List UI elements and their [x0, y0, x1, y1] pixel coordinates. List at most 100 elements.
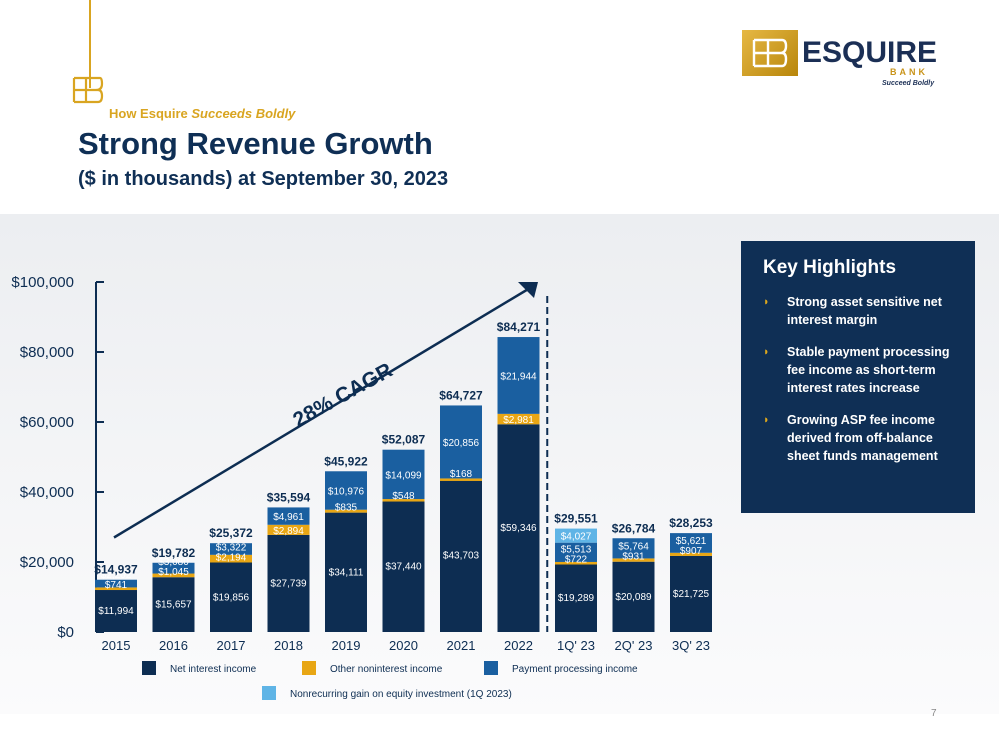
page-number: 7 — [931, 708, 937, 719]
bar-segment — [382, 499, 425, 502]
bar-segment — [152, 573, 195, 578]
total-label: $25,372 — [209, 526, 253, 540]
highlight-text: Growing ASP fee income derived from off-… — [787, 413, 938, 463]
logo-mark-icon — [742, 30, 798, 76]
other-income-label: $722 — [565, 554, 588, 565]
highlight-item: ◗ Strong asset sensitive net interest mar… — [763, 293, 963, 329]
y-tick-label: $80,000 — [20, 344, 74, 361]
highlight-item: ◗ Stable payment processing fee income as… — [763, 343, 963, 397]
other-income-label: $931 — [622, 552, 645, 563]
total-label: $28,253 — [669, 516, 713, 530]
y-tick-label: $100,000 — [11, 274, 74, 291]
bar-segment — [555, 528, 597, 543]
net-interest-label: $19,289 — [558, 593, 595, 604]
bar-segment — [325, 512, 367, 632]
highlight-text: Stable payment processing fee income as … — [787, 345, 950, 395]
kicker-prefix: How Esquire — [109, 106, 188, 121]
bar-segment — [440, 405, 482, 479]
bar-segment — [670, 533, 712, 553]
y-tick-label: $20,000 — [20, 554, 74, 571]
gold-accent-line — [89, 0, 91, 88]
payment-income-label: $4,961 — [273, 512, 304, 523]
other-income-label: $907 — [680, 546, 703, 557]
total-label: $45,922 — [324, 454, 368, 468]
revenue-bar-chart: $0 $20,000 $40,000 $60,000 $80,000 $100,000 $1… — [11, 274, 713, 700]
bar-segment — [210, 543, 252, 555]
esquire-bank-logo: ESQUIRE BANK Succeed Boldly — [742, 30, 942, 92]
bar-segment — [497, 337, 540, 414]
other-income-label: $741 — [105, 580, 128, 591]
bar-segment — [95, 579, 137, 588]
other-income-label: $2,894 — [273, 526, 304, 537]
payment-income-label: $5,621 — [676, 536, 707, 547]
other-income-label: $1,045 — [158, 567, 189, 578]
total-label: $64,727 — [439, 388, 483, 402]
bar-segment — [152, 577, 195, 632]
net-interest-label: $21,725 — [673, 589, 710, 600]
bar-segment — [95, 587, 137, 591]
page-subtitle: ($ in thousands) at September 30, 2023 — [78, 168, 449, 190]
bar-segment — [95, 590, 137, 632]
other-income-label: $548 — [392, 491, 415, 502]
total-label: $29,551 — [554, 512, 598, 526]
highlights-title: Key Highlights — [763, 257, 897, 278]
payment-income-label: $20,856 — [443, 438, 480, 449]
eb-monogram-icon — [72, 76, 104, 104]
y-tick-label: $40,000 — [20, 484, 74, 501]
highlight-text: Strong asset sensitive net interest marg… — [787, 295, 942, 327]
bar-segment — [612, 558, 655, 562]
net-interest-label: $43,703 — [443, 551, 480, 562]
payment-income-label: $2,202 — [101, 570, 132, 581]
x-tick-label: 2020 — [389, 638, 418, 653]
bullet-icon: ◗ — [763, 296, 770, 308]
net-interest-label: $20,089 — [615, 592, 652, 603]
x-tick-label: 2019 — [332, 638, 361, 653]
key-highlights-panel: Key Highlights ◗ Strong asset sensitive n… — [741, 241, 975, 513]
legend-swatch — [302, 661, 316, 675]
bar-segment — [555, 564, 597, 632]
kicker-emphasis: Succeeds Boldly — [191, 106, 296, 121]
total-label: $26,784 — [612, 521, 656, 535]
bar-segment — [670, 552, 712, 556]
other-income-label: $2,194 — [216, 553, 247, 564]
net-interest-label: $27,739 — [270, 578, 307, 589]
x-tick-label: 3Q' 23 — [672, 638, 710, 653]
x-tick-label: 2017 — [217, 638, 246, 653]
logo-tagline: Succeed Boldly — [882, 80, 935, 87]
legend-label: Nonrecurring gain on equity investment (… — [290, 689, 512, 700]
y-tick-label: $60,000 — [20, 414, 74, 431]
bar-segment — [267, 534, 310, 632]
payment-income-label: $21,944 — [500, 371, 537, 382]
legend-label: Net interest income — [170, 664, 257, 675]
net-interest-label: $11,994 — [98, 606, 134, 617]
highlight-item: ◗ Growing ASP fee income derived from off… — [763, 411, 963, 465]
bar-segment — [670, 555, 712, 632]
bar-segment — [612, 538, 655, 559]
bar-segment — [382, 449, 425, 500]
legend-label: Payment processing income — [512, 664, 638, 675]
bar-segment — [555, 542, 597, 562]
logo-bank: BANK — [890, 67, 928, 77]
nonrecurring-label: $4,027 — [561, 532, 592, 543]
bar-segment — [267, 524, 310, 535]
payment-income-label: $10,976 — [328, 486, 365, 497]
bar-segment — [440, 479, 482, 632]
bullet-icon: ◗ — [763, 414, 770, 426]
bar-segment — [382, 500, 425, 632]
cagr-annotation: 28% CAGR — [289, 359, 396, 432]
bar-segment — [497, 413, 540, 425]
legend-label: Other noninterest income — [330, 664, 443, 675]
bar-segment — [325, 509, 367, 513]
highlights-list: ◗ Strong asset sensitive net interest mar… — [763, 293, 963, 479]
net-interest-label: $34,111 — [329, 567, 364, 578]
total-label: $19,782 — [152, 546, 196, 560]
bar-segment — [497, 424, 540, 632]
payment-income-label: $5,764 — [618, 542, 649, 553]
total-label: $52,087 — [382, 433, 426, 447]
page-title: Strong Revenue Growth — [78, 126, 433, 161]
x-tick-label: 2022 — [504, 638, 533, 653]
bullet-icon: ◗ — [763, 346, 770, 358]
other-income-label: $835 — [335, 503, 358, 514]
section-kicker: How Esquire Succeeds Boldly — [109, 106, 295, 121]
x-tick-label: 2Q' 23 — [615, 638, 653, 653]
